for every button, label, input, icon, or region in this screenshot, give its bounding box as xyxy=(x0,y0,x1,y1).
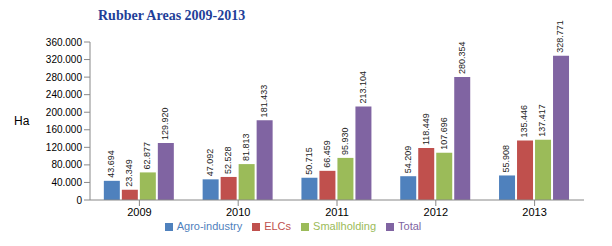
svg-text:62.877: 62.877 xyxy=(142,142,152,170)
svg-text:2011: 2011 xyxy=(325,206,349,218)
svg-text:120.000: 120.000 xyxy=(46,142,83,153)
svg-text:135.446: 135.446 xyxy=(519,105,529,138)
svg-text:52.528: 52.528 xyxy=(223,146,233,174)
svg-text:2012: 2012 xyxy=(424,206,448,218)
html-text:Agro-industry: Agro-industry xyxy=(176,220,243,232)
html-text:Total: Total xyxy=(398,220,422,232)
svg-text:43.694: 43.694 xyxy=(106,150,116,178)
svg-text:50.715: 50.715 xyxy=(304,147,314,175)
svg-text:129.920: 129.920 xyxy=(160,107,170,140)
svg-text:40.000: 40.000 xyxy=(51,177,82,188)
svg-text:Ha: Ha xyxy=(14,114,30,128)
svg-text:213.104: 213.104 xyxy=(358,71,368,104)
svg-text:320.000: 320.000 xyxy=(46,54,83,65)
svg-text:66.459: 66.459 xyxy=(322,140,332,168)
svg-text:360.000: 360.000 xyxy=(46,37,83,48)
svg-text:47.092: 47.092 xyxy=(205,149,215,177)
svg-text:137.417: 137.417 xyxy=(537,104,547,137)
svg-text:200.000: 200.000 xyxy=(46,107,83,118)
svg-text:107.696: 107.696 xyxy=(439,117,449,150)
svg-text:181.433: 181.433 xyxy=(259,85,269,118)
svg-text:80.000: 80.000 xyxy=(51,159,82,170)
svg-text:2013: 2013 xyxy=(522,206,546,218)
svg-text:54.209: 54.209 xyxy=(403,146,413,174)
svg-text:2010: 2010 xyxy=(226,206,250,218)
svg-text:23.349: 23.349 xyxy=(124,159,134,187)
svg-text:160.000: 160.000 xyxy=(46,124,83,135)
svg-text:2009: 2009 xyxy=(127,206,151,218)
svg-text:280.000: 280.000 xyxy=(46,72,83,83)
svg-text:55.908: 55.908 xyxy=(501,145,511,173)
svg-text:95.930: 95.930 xyxy=(340,127,350,155)
html-text:Smallholding: Smallholding xyxy=(313,220,376,232)
svg-text:280.354: 280.354 xyxy=(457,41,467,74)
svg-text:0: 0 xyxy=(76,195,82,206)
svg-text:118.449: 118.449 xyxy=(421,113,431,145)
svg-text:81.813: 81.813 xyxy=(241,134,251,162)
html-text:ELCs: ELCs xyxy=(264,220,291,232)
svg-text:240.000: 240.000 xyxy=(46,89,83,100)
html-text:Rubber Areas 2009-2013: Rubber Areas 2009-2013 xyxy=(98,8,246,23)
svg-text:328.771: 328.771 xyxy=(555,20,565,53)
